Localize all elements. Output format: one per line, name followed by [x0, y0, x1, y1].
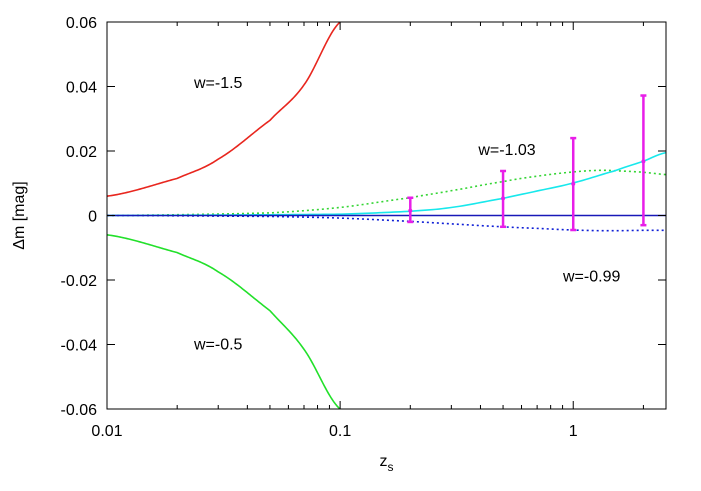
y-tick-label: -0.02: [61, 273, 98, 290]
x-axis-title-sub: s: [388, 460, 394, 474]
error-bar-point: [501, 196, 506, 201]
y-tick-label: 0.04: [66, 80, 97, 97]
error-bar-point: [408, 208, 413, 213]
error-bar: [640, 94, 647, 227]
series-line-w-1.03: [107, 169, 666, 217]
series-annotation: w=-0.99: [562, 269, 620, 286]
y-tick-label: -0.04: [61, 338, 98, 355]
y-tick-label: -0.06: [61, 402, 98, 419]
series-layer: [107, 22, 666, 409]
error-bar: [500, 169, 507, 229]
tick-layer: 0.06 0.04 0.02 0 -0.02 -0.04 -0.06 0.01 0.1 1: [61, 15, 666, 440]
series-annotation: w=-1.5: [193, 75, 243, 92]
error-bar-point: [571, 181, 576, 186]
series-line-cyan: [107, 151, 666, 217]
annotation-layer: w=-1.5 w=-1.03 w=-0.99 w=-0.5: [193, 75, 620, 353]
x-tick-label: 0.01: [91, 423, 122, 440]
x-axis-title: zs: [380, 453, 394, 474]
error-bar: [407, 196, 414, 224]
series-annotation: w=-1.03: [477, 142, 535, 159]
x-tick-label: 1: [569, 423, 578, 440]
error-bar-point: [641, 159, 646, 164]
series-line-w-0.5: [107, 234, 341, 409]
series-line-w-1.5: [107, 22, 341, 197]
y-tick-label: 0.02: [66, 144, 97, 161]
error-bar-layer: [407, 94, 647, 232]
series-annotation: w=-0.5: [193, 336, 243, 353]
x-axis-title-main: z: [380, 453, 388, 470]
y-axis-title: Δm [mag]: [11, 181, 28, 249]
error-bar: [570, 136, 577, 232]
x-tick-label: 0.1: [329, 423, 351, 440]
series-line-w-0.99: [107, 214, 666, 232]
y-tick-label: 0: [88, 209, 97, 226]
y-tick-label: 0.06: [66, 15, 97, 32]
